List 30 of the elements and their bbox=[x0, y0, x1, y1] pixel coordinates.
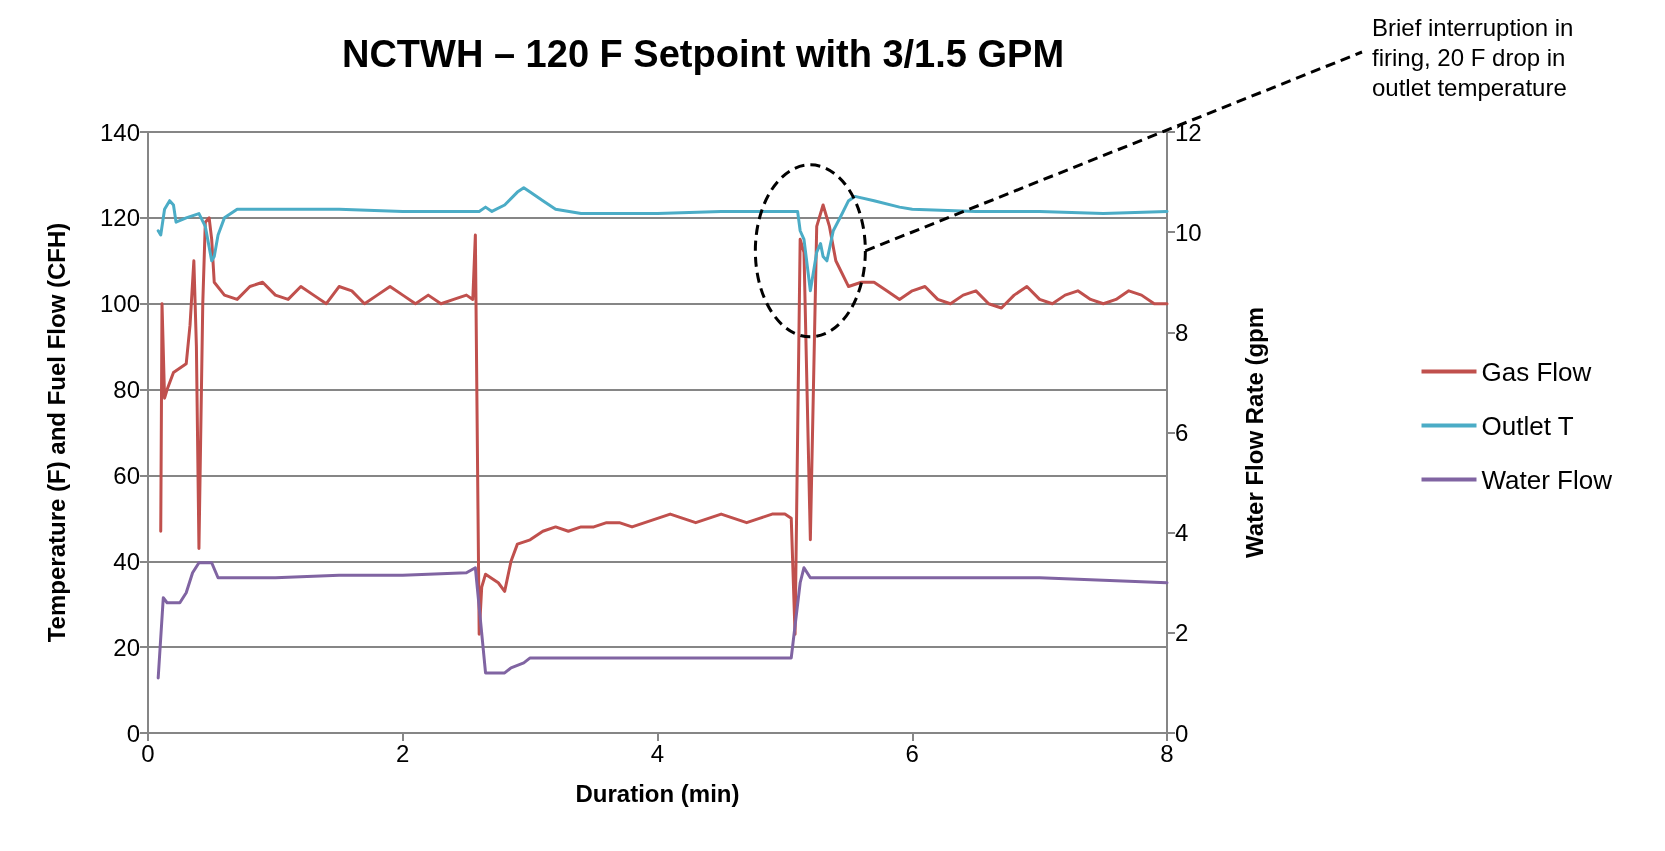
x-axis-title: Duration (min) bbox=[575, 779, 740, 807]
y-tick-label: 120 bbox=[99, 204, 140, 232]
y2-axis-title: Water Flow Rate (gpm bbox=[1240, 306, 1268, 559]
y2-tick-label: 2 bbox=[1175, 619, 1189, 647]
x-tick-label: 2 bbox=[396, 739, 410, 767]
line-series bbox=[156, 186, 1169, 293]
chart-title: NCTWH – 120 F Setpoint with 3/1.5 GPM bbox=[341, 33, 1065, 75]
y2-tick-label: 8 bbox=[1175, 318, 1189, 346]
legend-label: Water Flow bbox=[1481, 464, 1613, 495]
y-tick-label: 40 bbox=[113, 547, 140, 575]
x-tick-label: 4 bbox=[650, 739, 665, 767]
y-tick-label: 80 bbox=[113, 376, 140, 404]
y2-tick-label: 6 bbox=[1175, 419, 1189, 446]
legend-label: Gas Flow bbox=[1481, 356, 1592, 387]
y2-tick-label: 0 bbox=[1175, 719, 1189, 747]
line-series bbox=[159, 203, 1169, 636]
y-tick-label: 100 bbox=[99, 290, 140, 318]
y2-tick-label: 4 bbox=[1175, 519, 1189, 547]
x-tick-label: 6 bbox=[905, 739, 919, 767]
y-tick-label: 140 bbox=[99, 118, 140, 146]
y-tick-label: 20 bbox=[113, 633, 140, 661]
line-series bbox=[156, 561, 1169, 680]
text: Brief interruption in firing, 20 F drop in outlet temperature bbox=[1372, 13, 1581, 101]
y2-tick-label: 10 bbox=[1175, 218, 1202, 246]
y-tick-label: 0 bbox=[126, 719, 140, 747]
legend-label: Outlet T bbox=[1481, 410, 1574, 441]
y-axis-title: Temperature (F) and Fuel Flow (CFH) bbox=[42, 222, 70, 643]
y2-tick-label: 12 bbox=[1175, 118, 1202, 146]
x-tick-label: 8 bbox=[1160, 739, 1174, 767]
y-tick-label: 60 bbox=[113, 461, 140, 489]
